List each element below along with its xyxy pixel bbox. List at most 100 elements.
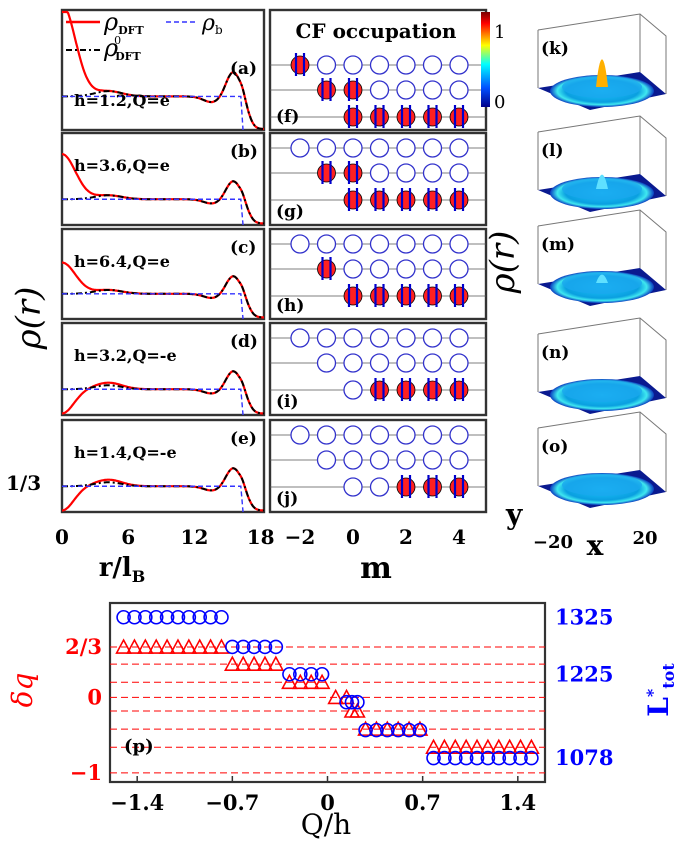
ltot-point: [458, 750, 474, 766]
legend-b-sub: b: [215, 23, 223, 37]
surface-panel: (l): [537, 115, 667, 212]
cf-empty-state: [449, 138, 469, 158]
ltot-point: [469, 750, 485, 766]
ltot-symbol: L: [642, 697, 675, 717]
dq-point: [349, 702, 366, 718]
cf-filled-state: [449, 380, 469, 400]
ltot-point: [358, 722, 373, 738]
ltot-point: [412, 722, 428, 738]
chart-left-y-label: δq: [6, 673, 39, 708]
dq-point: [180, 638, 198, 654]
legend-dft-rho: ρ: [103, 8, 118, 36]
ltot-point: [401, 722, 417, 738]
cf-empty-state: [290, 425, 310, 445]
chart-x-label: Q/h: [301, 808, 351, 841]
cf-empty-state: [422, 55, 443, 75]
cf-occupation-panels: (f) (g) (h) (i) (j) −2 0 2 4: [268, 8, 490, 549]
colorbar-tick-0: 0: [494, 92, 505, 113]
dq-point: [234, 655, 252, 671]
dq-point: [115, 638, 132, 654]
ltot-point: [390, 722, 406, 738]
surface-panel-tag: (k): [541, 39, 569, 59]
dq-point: [245, 655, 263, 671]
ltot-point: [293, 666, 308, 682]
legend-dft-label: ρDFT: [103, 8, 144, 37]
dq-point: [313, 673, 331, 690]
chart-x-tick: 1.4: [500, 790, 537, 815]
rho-b-curve: [62, 198, 244, 226]
surface-x-axis-label: x: [587, 529, 604, 562]
cf-empty-state: [369, 163, 390, 183]
ltot-point: [426, 750, 441, 766]
cf-panel-frame: [268, 418, 488, 514]
cf-x-tick: 4: [452, 525, 466, 549]
cf-empty-state: [449, 259, 469, 279]
density-panel-params: h=1.2,Q=e: [74, 91, 170, 110]
density-panel-tag: (b): [230, 142, 258, 162]
cf-empty-state: [422, 328, 443, 348]
ltot-point: [350, 694, 365, 710]
ltot-point: [447, 750, 463, 766]
dq-point: [400, 720, 418, 736]
ltot-point: [480, 750, 496, 766]
ltot-point: [203, 609, 218, 625]
cf-empty-state: [290, 234, 310, 254]
density-x-tick: 6: [121, 525, 135, 549]
chart-x-tick: 0: [320, 790, 335, 815]
surface-panel-tag: (o): [541, 437, 568, 457]
cf-filled-state: [317, 163, 336, 183]
ltot-point: [257, 639, 273, 655]
cf-panel-tag: (i): [276, 392, 299, 412]
cf-x-tick: 2: [399, 525, 413, 549]
cf-empty-state: [396, 425, 416, 445]
cf-empty-state: [396, 80, 416, 100]
cf-filled-state: [343, 286, 363, 306]
cf-filled-state: [343, 80, 363, 100]
cf-empty-state: [396, 234, 416, 254]
cf-empty-state: [343, 380, 363, 400]
cf-filled-state: [317, 80, 336, 100]
rho-dft0-curve: [62, 275, 264, 319]
cf-filled-state: [423, 477, 442, 497]
cf-filled-state: [290, 55, 310, 75]
dq-point: [523, 738, 540, 755]
surface-panel: (o): [537, 411, 667, 508]
surface-box-edges: [537, 411, 667, 492]
rho-dft0-curve: [62, 180, 265, 225]
cf-empty-state: [290, 138, 310, 158]
dq-point: [291, 673, 309, 690]
ltot-sup: *: [643, 688, 662, 697]
chart-left-y-tick: −1: [70, 760, 102, 785]
cf-empty-state: [422, 425, 443, 445]
chart-x-tick: 0.7: [404, 790, 441, 815]
surface-plateau: [562, 380, 642, 402]
cf-filled-state: [396, 107, 416, 127]
rho-dft-curve: [61, 370, 265, 415]
density-panel: (e) h=1.4,Q=-e: [60, 418, 266, 514]
ltot-point: [127, 609, 142, 625]
cf-panel: (h): [268, 227, 488, 321]
surface-plateau: [562, 474, 642, 496]
cf-filled-state: [370, 107, 389, 127]
cf-empty-state: [316, 234, 337, 254]
cf-empty-state: [369, 55, 390, 75]
ltot-point: [116, 609, 131, 625]
density-panel-tag: (a): [230, 59, 257, 79]
chart-left-y-tick: 0: [87, 684, 102, 709]
q-value: Q=e: [132, 91, 170, 110]
surface-panel: (m): [537, 209, 667, 306]
dq-point: [267, 655, 285, 671]
cf-empty-state: [316, 328, 337, 348]
legend-dft0-sup: 0: [114, 34, 121, 47]
dq-point: [425, 738, 442, 755]
legend-dft0-sub: DFT: [115, 50, 141, 63]
cf-empty-state: [396, 450, 416, 470]
cf-panel: (f): [268, 8, 488, 132]
dq-point: [512, 738, 529, 755]
chart-right-y-label: L*tot: [642, 663, 678, 717]
cf-empty-state: [449, 450, 469, 470]
ltot-point: [246, 639, 262, 655]
legend-b-label: ρb: [201, 11, 223, 37]
cf-filled-state: [343, 190, 363, 210]
cf-empty-state: [316, 55, 337, 75]
